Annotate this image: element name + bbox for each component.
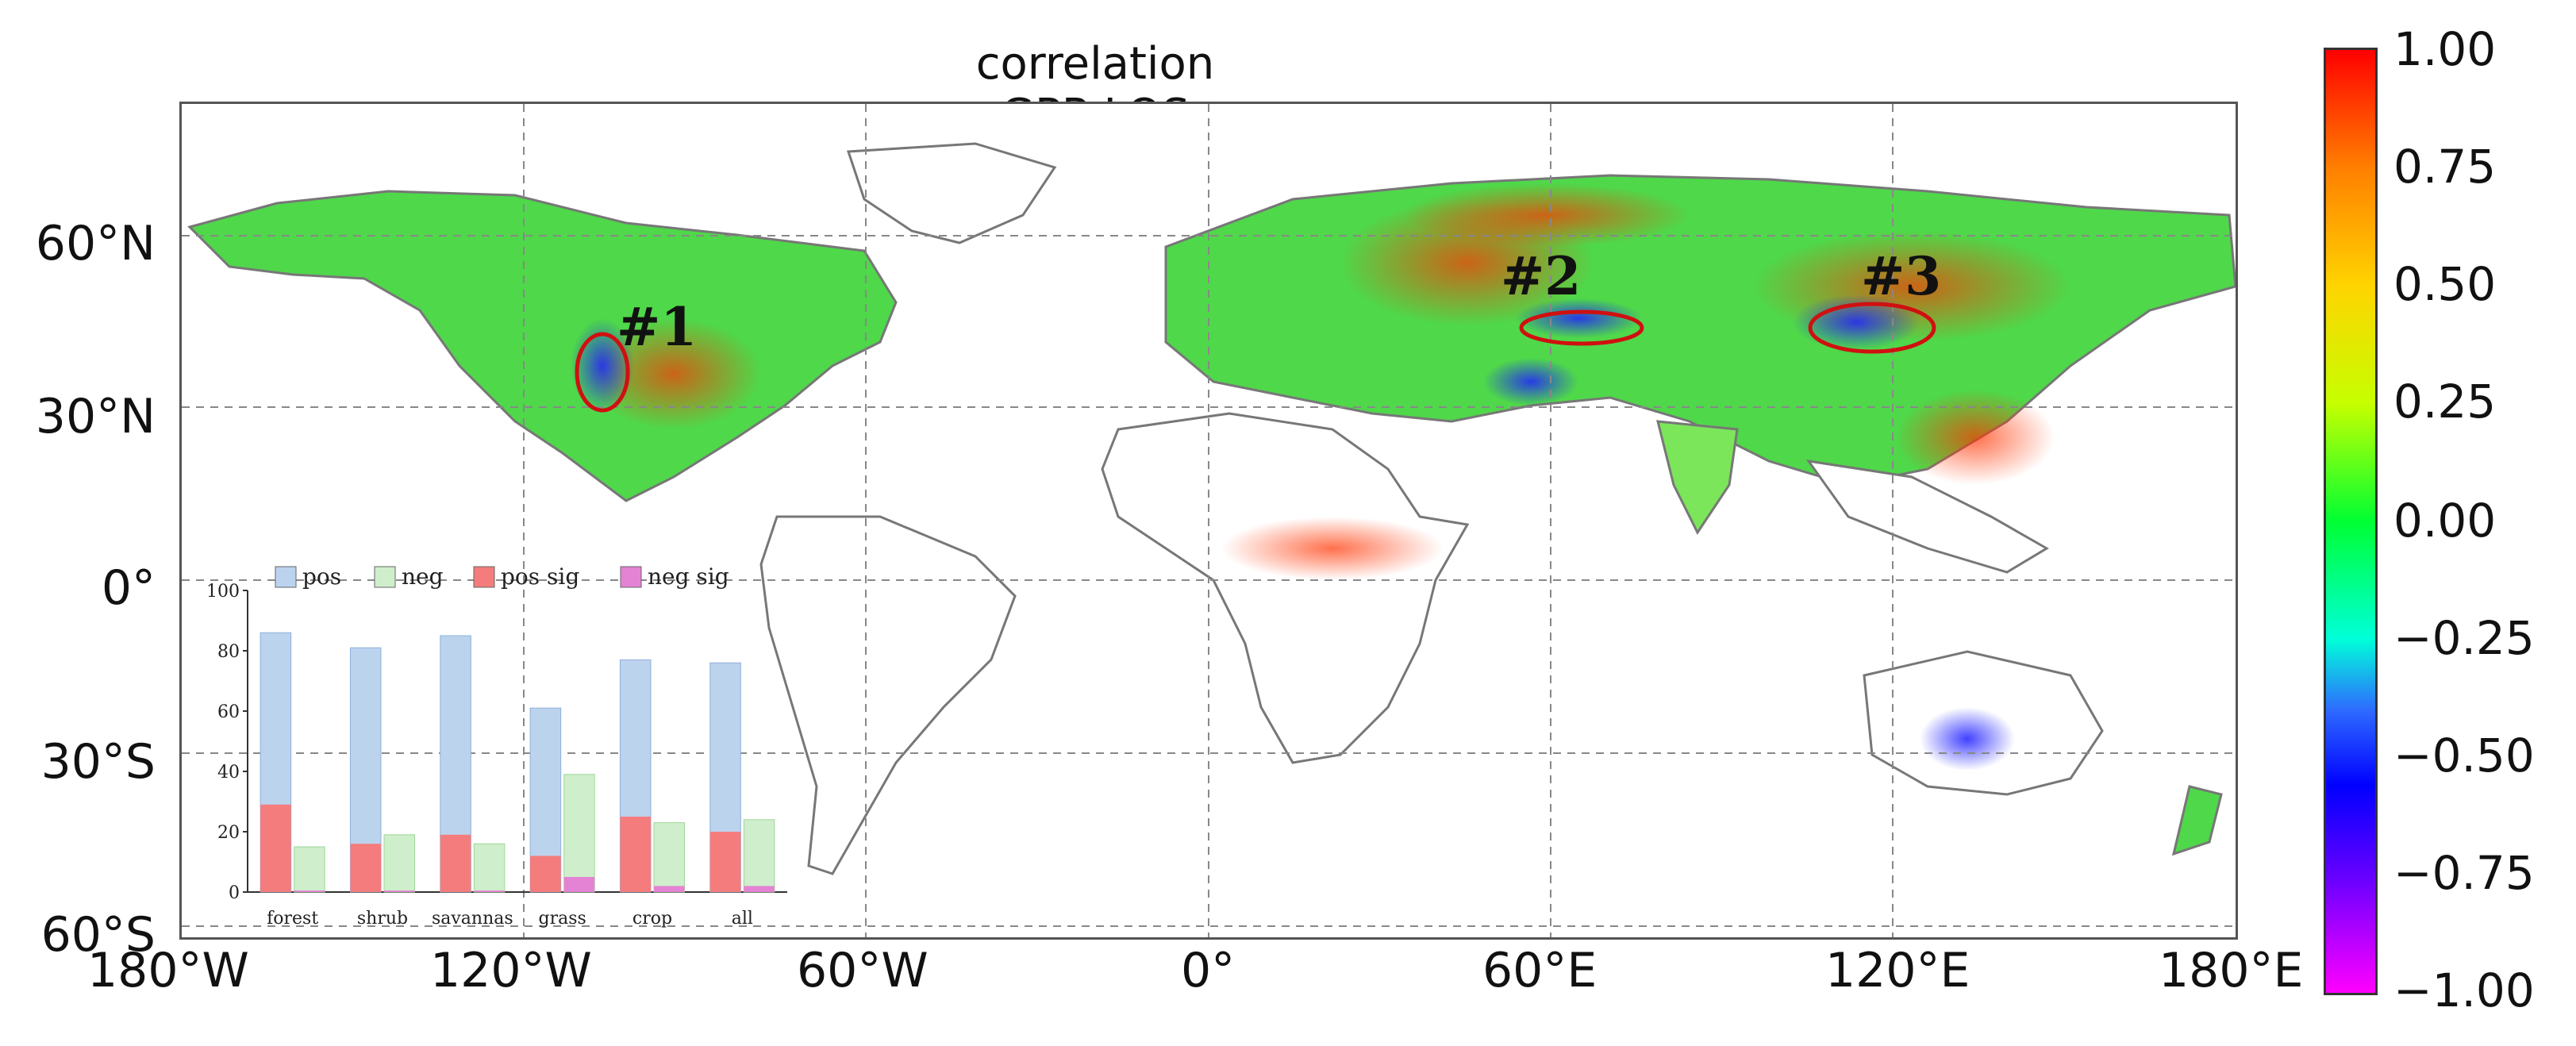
inset-category-label: savannas (432, 909, 513, 929)
india (1656, 420, 1739, 535)
region-annotations: #1 #2 #3 (575, 245, 1941, 413)
inset-chart-svg: pos neg pos sig neg sig 0 20 40 60 80 100 forest… (206, 563, 787, 929)
legend-label-2: pos sig (501, 563, 579, 590)
inset-category-label: grass (539, 909, 586, 929)
bar-pos-sig-crop (620, 817, 651, 892)
bar-neg-sig-crop (654, 886, 685, 892)
lon-label-180w: 180°W (87, 943, 249, 998)
lat-label-30n: 30°N (35, 389, 156, 444)
inset-category-label: all (732, 909, 753, 929)
southeast-asia (1805, 459, 2049, 574)
bar-neg-shrub (383, 834, 416, 893)
colorbar-tick-neg-1: −1.00 (2393, 963, 2535, 1017)
colorbar-tick-1: 1.00 (2393, 22, 2497, 76)
legend-swatch-1 (374, 566, 396, 588)
bar-neg-sig-all (744, 886, 775, 892)
inset-category-label: shrub (357, 909, 408, 929)
inset-y-tick-label: 40 (217, 763, 240, 783)
colorbar (2324, 48, 2378, 995)
inset-legend: pos neg pos sig neg sig (275, 563, 729, 590)
region-3-outline (1808, 302, 1936, 354)
bar-pos-sig-savannas (440, 834, 471, 892)
legend-swatch-0 (275, 566, 297, 588)
world-map: #1 #2 #3 (179, 102, 2238, 940)
bar-pos-sig-all (709, 832, 741, 892)
region-3-label: #3 (1861, 245, 1941, 307)
colorbar-tick-neg-0-75: −0.75 (2393, 846, 2535, 900)
colorbar-tick-neg-0-5: −0.50 (2393, 729, 2535, 783)
lon-label-60e: 60°E (1482, 943, 1598, 998)
world-map-svg: #1 #2 #3 (182, 104, 2236, 937)
lon-label-120e: 120°E (1825, 943, 1970, 998)
colorbar-tick-neg-0-25: −0.25 (2393, 611, 2535, 665)
bar-pos-sig-shrub (350, 844, 381, 892)
bar-neg-sig-shrub (384, 890, 415, 892)
bar-pos-sig-forest (260, 804, 291, 892)
lon-label-60w: 60°W (797, 943, 929, 998)
legend-swatch-2 (473, 566, 495, 588)
bar-pos-sig-grass (530, 856, 561, 892)
inset-y-tick-label: 20 (217, 823, 240, 843)
correlation-coldspots (571, 294, 2015, 771)
graticule (182, 104, 2236, 937)
lon-label-180e: 180°E (2159, 943, 2304, 998)
correlation-hotspots (586, 183, 2070, 580)
legend-label-1: neg (402, 563, 444, 590)
inset-y-tick-label: 60 (217, 702, 240, 722)
region-2-label: #2 (1501, 245, 1581, 307)
legend-label-0: pos (302, 563, 341, 590)
bar-neg-sig-savannas (474, 890, 505, 892)
inset-bars: forest shrub savannas grass crop all (260, 632, 775, 929)
bar-neg-sig-grass (563, 877, 595, 892)
inset-y-tick-label: 100 (206, 582, 240, 602)
bar-neg-all (743, 819, 775, 893)
bar-neg-crop (653, 822, 686, 893)
lon-label-0: 0° (1181, 943, 1236, 998)
colorbar-tick-0-75: 0.75 (2393, 140, 2497, 194)
lat-label-0: 0° (101, 560, 156, 616)
region-1-label: #1 (617, 296, 697, 358)
lat-label-60s: 60°S (40, 907, 156, 963)
colorbar-tick-0: 0.00 (2393, 494, 2497, 548)
colorbar-tick-0-25: 0.25 (2393, 375, 2497, 429)
region-1-outline (575, 332, 630, 413)
region-2-outline (1519, 310, 1644, 346)
lat-label-30s: 30°S (40, 734, 156, 790)
colorbar-tick-0-5: 0.50 (2393, 257, 2497, 311)
legend-swatch-3 (620, 566, 642, 588)
lat-label-60n: 60°N (35, 216, 156, 271)
inset-category-label: forest (267, 909, 318, 929)
south-america (759, 515, 1017, 875)
bar-neg-savannas (473, 843, 506, 893)
inset-y-tick-label: 0 (229, 883, 240, 903)
legend-label-3: neg sig (648, 563, 729, 590)
inset-axis: 0 20 40 60 80 100 (206, 582, 787, 903)
new-zealand (2171, 785, 2223, 856)
lon-label-120w: 120°W (430, 943, 592, 998)
greenland (846, 142, 1057, 244)
africa (1101, 412, 1470, 764)
bar-neg-grass (563, 774, 595, 893)
inset-bar-chart: pos neg pos sig neg sig 0 20 40 60 80 100 forest… (200, 559, 803, 940)
north-america (187, 190, 898, 502)
bar-neg-sig-forest (294, 890, 325, 892)
bar-neg-forest (294, 846, 325, 893)
inset-y-tick-label: 80 (217, 642, 240, 662)
inset-category-label: crop (632, 909, 672, 929)
